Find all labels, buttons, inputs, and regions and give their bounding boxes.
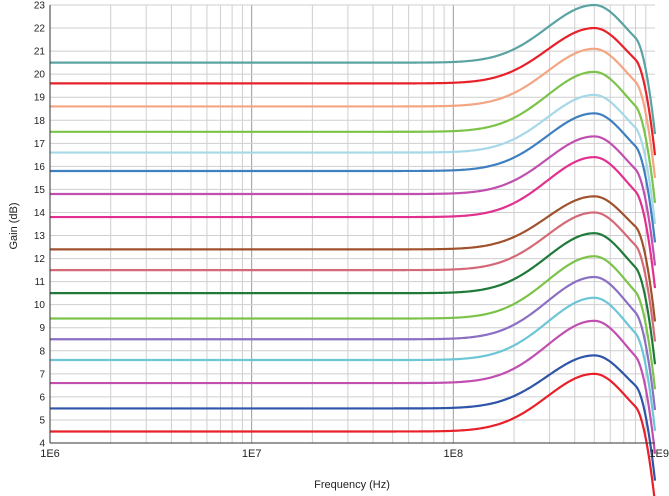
y-tick-label: 23 <box>34 1 46 12</box>
series-line-15 <box>50 319 657 454</box>
series-line-2 <box>50 26 657 156</box>
y-tick-label: 15 <box>34 185 46 196</box>
y-tick-label: 20 <box>34 70 46 81</box>
y-tick-label: 7 <box>39 369 45 380</box>
series-line-10 <box>50 211 657 342</box>
series-line-3 <box>50 47 657 179</box>
x-axis-label: Frequency (Hz) <box>314 479 390 491</box>
y-tick-label: 17 <box>34 139 46 150</box>
series-line-12 <box>50 255 657 390</box>
y-tick-label: 8 <box>39 346 45 357</box>
series-line-1 <box>50 3 657 135</box>
series-line-11 <box>50 232 657 365</box>
x-tick-label: 1E9 <box>649 448 669 460</box>
series-line-9 <box>50 195 657 322</box>
axes <box>49 5 655 444</box>
y-tick-label: 12 <box>34 254 46 265</box>
y-tick-label: 10 <box>34 300 46 311</box>
y-tick-label: 18 <box>34 116 46 127</box>
y-tick-label: 5 <box>39 415 45 426</box>
y-tick-labels: 4 5 6 7 8 9 10 11 12 13 14 15 16 17 18 19 20 21 22 23 <box>34 1 46 450</box>
y-tick-label: 13 <box>34 231 46 242</box>
y-tick-label: 14 <box>34 208 46 219</box>
series-line-7 <box>50 135 657 266</box>
series-line-5 <box>50 93 657 225</box>
y-tick-label: 19 <box>34 93 46 104</box>
y-tick-label: 21 <box>34 47 46 58</box>
series-line-14 <box>50 296 657 431</box>
x-tick-labels: 1E6 1E7 1E8 1E9 <box>40 448 669 460</box>
series-line-13 <box>50 275 657 411</box>
series-line-8 <box>50 156 657 289</box>
series-line-6 <box>50 112 657 243</box>
y-tick-label: 9 <box>39 323 45 334</box>
y-axis-label: Gain (dB) <box>8 202 20 249</box>
series-line-16 <box>50 354 657 481</box>
y-tick-label: 11 <box>35 277 46 288</box>
y-tick-label: 6 <box>39 392 45 403</box>
series-line-4 <box>50 70 657 203</box>
y-tick-label: 4 <box>39 439 45 450</box>
series-lines <box>50 3 657 496</box>
x-tick-label: 1E8 <box>444 448 464 460</box>
y-tick-label: 16 <box>34 162 46 173</box>
x-tick-label: 1E7 <box>242 448 262 460</box>
series-line-17 <box>50 372 656 496</box>
x-tick-label: 1E6 <box>40 448 60 460</box>
y-tick-label: 22 <box>34 24 46 35</box>
